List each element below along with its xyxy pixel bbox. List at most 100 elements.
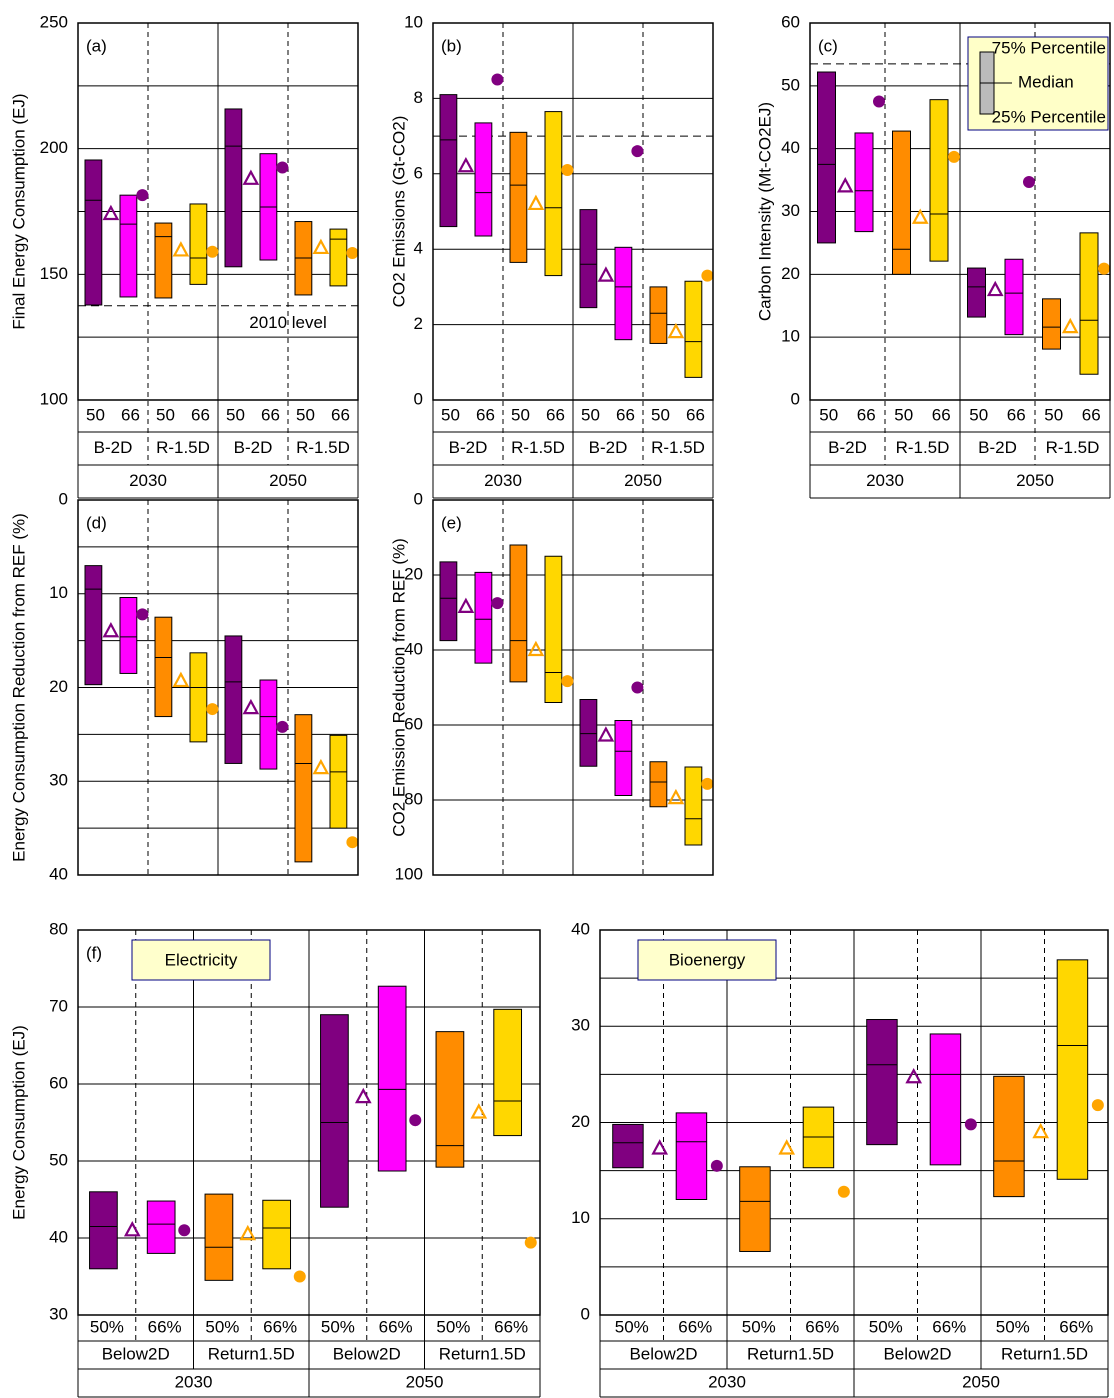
scenario-label: B-2D bbox=[449, 438, 488, 457]
scenario-label: B-2D bbox=[234, 438, 273, 457]
box bbox=[320, 1014, 349, 1208]
triangle-marker bbox=[527, 194, 545, 211]
size-label: 50% bbox=[996, 1317, 1030, 1336]
y-tick-label: 10 bbox=[49, 583, 68, 602]
y-tick-label: 20 bbox=[49, 677, 68, 696]
box bbox=[967, 267, 986, 318]
y-axis-label: Final Energy Consumption (EJ) bbox=[9, 93, 28, 329]
box bbox=[329, 228, 348, 287]
box bbox=[119, 597, 138, 674]
circle-marker bbox=[1098, 262, 1110, 275]
period-label: 2050 bbox=[1016, 471, 1054, 490]
box bbox=[84, 565, 103, 686]
triangle-marker bbox=[123, 1220, 141, 1237]
circle-marker bbox=[276, 720, 289, 733]
size-label: 66 bbox=[686, 405, 705, 424]
box bbox=[649, 286, 668, 344]
box bbox=[89, 1191, 118, 1270]
size-label: 50 bbox=[156, 405, 175, 424]
y-tick-label: 0 bbox=[414, 389, 423, 408]
y-tick-label: 30 bbox=[49, 1304, 68, 1323]
triangle-marker bbox=[354, 1087, 372, 1104]
scenario-label: B-2D bbox=[828, 438, 867, 457]
period-label: 2030 bbox=[129, 471, 167, 490]
y-tick-label: 80 bbox=[49, 919, 68, 938]
triangle-marker bbox=[986, 280, 1004, 297]
size-label: 66 bbox=[932, 405, 951, 424]
y-tick-label: 30 bbox=[49, 771, 68, 790]
circle-marker bbox=[837, 1185, 850, 1198]
y-tick-label: 20 bbox=[571, 1112, 590, 1131]
box bbox=[204, 1193, 234, 1281]
scenario-label: R-1.5D bbox=[156, 438, 210, 457]
y-axis-label: CO2 Emissions (Gt-CO2) bbox=[389, 116, 408, 308]
circle-marker bbox=[136, 608, 149, 621]
plot-border bbox=[432, 499, 714, 876]
size-label: 50 bbox=[969, 405, 988, 424]
size-label: 66 bbox=[546, 405, 565, 424]
box bbox=[262, 1199, 292, 1270]
circle-marker bbox=[964, 1118, 977, 1131]
triangle-marker bbox=[527, 640, 545, 657]
circle-marker bbox=[631, 145, 644, 158]
box bbox=[817, 71, 836, 244]
y-tick-label: 0 bbox=[581, 1304, 590, 1323]
size-label: 50 bbox=[894, 405, 913, 424]
circle-marker bbox=[524, 1236, 537, 1249]
circle-marker bbox=[136, 189, 149, 202]
panel-label: (c) bbox=[818, 36, 838, 55]
period-label: 2050 bbox=[624, 471, 662, 490]
circle-marker bbox=[561, 675, 574, 688]
panel-label: (e) bbox=[441, 513, 462, 532]
box bbox=[929, 99, 949, 262]
box bbox=[684, 280, 703, 378]
scenario-label: Below2D bbox=[102, 1344, 170, 1363]
size-label: 50 bbox=[296, 405, 315, 424]
size-label: 66% bbox=[379, 1317, 413, 1336]
y-tick-label: 150 bbox=[40, 264, 68, 283]
circle-marker bbox=[561, 164, 574, 177]
circle-marker bbox=[346, 836, 359, 849]
circle-marker bbox=[206, 703, 219, 716]
circle-marker bbox=[710, 1159, 723, 1172]
scenario-label: Below2D bbox=[333, 1344, 401, 1363]
size-label: 66% bbox=[1059, 1317, 1093, 1336]
y-tick-label: 10 bbox=[781, 327, 800, 346]
box bbox=[189, 652, 208, 743]
box bbox=[854, 132, 874, 233]
scenario-label: R-1.5D bbox=[651, 438, 705, 457]
y-tick-label: 10 bbox=[571, 1208, 590, 1227]
size-label: 50% bbox=[436, 1317, 470, 1336]
box bbox=[649, 761, 668, 808]
triangle-marker bbox=[457, 156, 475, 173]
size-label: 66 bbox=[1007, 405, 1026, 424]
y-tick-label: 4 bbox=[414, 239, 423, 258]
scenario-label: B-2D bbox=[589, 438, 628, 457]
legend-middle: Median bbox=[1018, 72, 1074, 91]
y-tick-label: 40 bbox=[49, 1227, 68, 1246]
y-tick-label: 70 bbox=[49, 996, 68, 1015]
triangle-marker bbox=[905, 1067, 923, 1084]
panel-label: (f) bbox=[86, 943, 102, 962]
size-label: 66 bbox=[191, 405, 210, 424]
period-label: 2050 bbox=[406, 1372, 444, 1391]
box bbox=[892, 130, 911, 275]
y-tick-label: 20 bbox=[404, 564, 423, 583]
y-tick-label: 60 bbox=[404, 714, 423, 733]
box bbox=[377, 985, 407, 1172]
period-label: 2030 bbox=[866, 471, 904, 490]
size-label: 50 bbox=[651, 405, 670, 424]
box bbox=[493, 1008, 523, 1137]
size-label: 66 bbox=[261, 405, 280, 424]
triangle-marker bbox=[312, 238, 330, 255]
y-tick-label: 100 bbox=[395, 864, 423, 883]
size-label: 66 bbox=[121, 405, 140, 424]
size-label: 50 bbox=[1044, 405, 1063, 424]
circle-marker bbox=[346, 246, 359, 259]
panel-label: (b) bbox=[441, 36, 462, 55]
period-label: 2050 bbox=[962, 1372, 1000, 1391]
plot-border bbox=[77, 499, 359, 876]
triangle-marker bbox=[102, 204, 120, 221]
size-label: 50% bbox=[742, 1317, 776, 1336]
triangle-marker bbox=[651, 1139, 669, 1155]
